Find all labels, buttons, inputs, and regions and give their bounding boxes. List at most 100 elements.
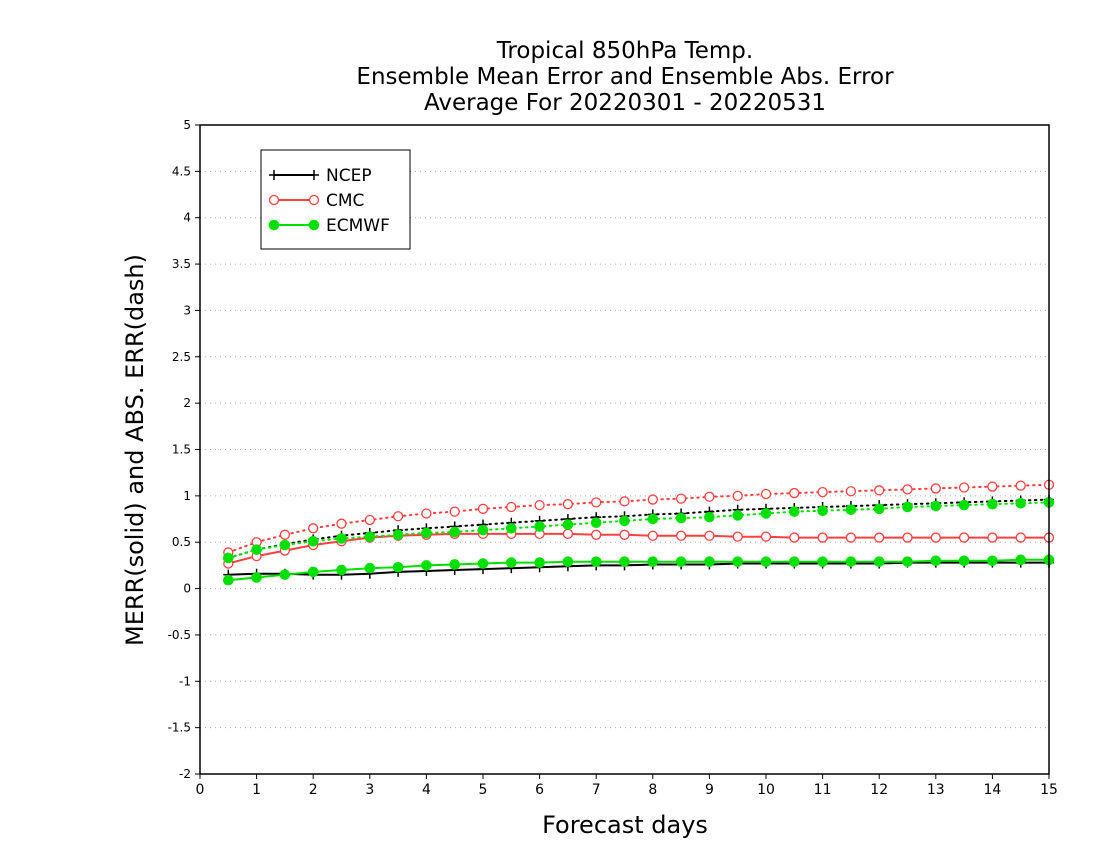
ecmwf-merr-point — [364, 562, 376, 574]
cmc-abs-err-point — [845, 486, 857, 497]
cmc-abs-err-point — [308, 523, 319, 534]
legend-marker — [309, 170, 319, 180]
ecmwf-abs-err-point — [958, 499, 970, 511]
ecmwf-abs-err-point — [732, 510, 744, 521]
y-tick-label: 1 — [183, 489, 191, 503]
ecmwf-merr-point — [1015, 554, 1027, 566]
cmc-abs-err-point — [336, 518, 347, 529]
cmc-merr-point — [591, 529, 602, 540]
cmc-abs-err-point — [562, 499, 574, 510]
cmc-merr-point — [760, 531, 772, 542]
y-tick-label: 0.5 — [172, 535, 191, 549]
y-tick-label: 3 — [183, 303, 191, 317]
cmc-merr-point — [619, 529, 630, 540]
cmc-merr-point — [1015, 532, 1026, 543]
y-tick-label: 2 — [183, 396, 191, 410]
cmc-merr-point — [845, 532, 857, 543]
x-tick-label: 8 — [648, 782, 657, 798]
y-tick-label: 4.5 — [172, 164, 191, 178]
ecmwf-abs-err-point — [562, 519, 574, 530]
y-tick-label: 1.5 — [172, 443, 191, 457]
ecmwf-abs-err-point — [590, 517, 602, 529]
ecmwf-abs-err-point — [336, 533, 347, 544]
y-gridlines — [200, 170, 1049, 729]
x-tick-label: 7 — [592, 782, 601, 798]
x-tick-label: 14 — [983, 782, 1001, 798]
series-ecmwf — [223, 497, 1055, 586]
legend-marker — [269, 170, 279, 180]
x-tick-label: 5 — [479, 782, 488, 798]
ecmwf-merr-point — [845, 556, 857, 567]
ecmwf-abs-err-point — [704, 511, 715, 523]
cmc-merr-point — [874, 532, 885, 543]
cmc-abs-err-point — [902, 484, 913, 495]
cmc-abs-err-point — [789, 487, 800, 499]
ecmwf-merr-point — [251, 572, 262, 583]
ecmwf-abs-err-point — [506, 523, 517, 534]
legend-label: NCEP — [326, 166, 372, 186]
cmc-merr-line — [228, 532, 1049, 565]
y-tick-label: -1 — [179, 674, 191, 688]
ecmwf-merr-point — [562, 556, 574, 567]
cmc-abs-err-point — [817, 486, 828, 498]
series-cmc — [223, 479, 1055, 569]
ecmwf-abs-err-point — [449, 526, 461, 538]
cmc-abs-err-point — [364, 514, 375, 526]
cmc-merr-point — [958, 532, 970, 543]
ecmwf-merr-point — [987, 555, 998, 567]
legend-marker — [268, 194, 280, 206]
cmc-abs-err-point — [987, 481, 998, 492]
x-tick-label: 2 — [309, 782, 318, 798]
cmc-abs-err-point — [449, 506, 460, 517]
ecmwf-abs-err-point — [647, 513, 659, 525]
cmc-abs-err-point — [958, 482, 970, 493]
ecmwf-abs-err-point — [477, 524, 489, 536]
x-axis-ticks: 0 1 2 3 4 5 6 7 8 9 10 11 12 13 14 15 — [196, 774, 1058, 798]
cmc-abs-err-point — [647, 494, 658, 505]
cmc-abs-err-point — [760, 488, 772, 500]
ecmwf-abs-err-point — [1015, 497, 1027, 509]
y-tick-label: -2 — [179, 767, 191, 781]
ecmwf-abs-err-point — [619, 515, 630, 527]
cmc-abs-err-point — [477, 503, 489, 514]
legend-label: ECMWF — [326, 216, 390, 236]
ecmwf-abs-err-line — [227, 501, 1050, 559]
x-tick-label: 0 — [196, 782, 205, 798]
ecmwf-merr-point — [760, 556, 772, 567]
x-tick-label: 13 — [927, 782, 945, 798]
legend-marker — [268, 219, 280, 231]
legend: NCEP CMC ECMWF — [260, 149, 411, 250]
x-tick-label: 11 — [814, 782, 832, 798]
ecmwf-merr-point — [704, 556, 715, 567]
cmc-abs-err-point — [675, 493, 687, 504]
ecmwf-abs-err-point — [930, 500, 942, 512]
cmc-merr-point — [647, 530, 658, 541]
cmc-abs-err-point — [930, 483, 941, 494]
cmc-merr-point — [732, 531, 743, 542]
ecmwf-abs-err-point — [817, 505, 828, 516]
ecmwf-merr-point — [647, 556, 659, 567]
ecmwf-abs-err-point — [789, 506, 800, 517]
ecmwf-merr-point — [534, 557, 545, 568]
legend-label: CMC — [326, 191, 364, 211]
ecmwf-abs-err-point — [223, 552, 234, 564]
cmc-abs-err-point — [506, 501, 517, 513]
cmc-abs-err-point — [591, 497, 602, 508]
ncep-abs-err-line — [227, 498, 1050, 559]
title-line-3: Average For 20220301 - 20220531 — [424, 90, 826, 116]
legend-item-ecmwf: ECMWF — [268, 216, 390, 236]
ecmwf-merr-point — [506, 557, 517, 568]
ecmwf-merr-point — [223, 574, 234, 586]
legend-items: NCEP CMC ECMWF — [268, 166, 390, 236]
ecmwf-abs-err-point — [279, 539, 291, 551]
ecmwf-merr-point — [477, 558, 489, 569]
ecmwf-abs-err-point — [987, 498, 998, 510]
x-axis-label: Forecast days — [542, 811, 708, 839]
ecmwf-merr-point — [817, 556, 828, 567]
ecmwf-merr-point — [675, 556, 687, 567]
ecmwf-abs-err-point — [675, 512, 687, 524]
ecmwf-abs-err-point — [534, 521, 545, 532]
cmc-abs-err-point — [1015, 480, 1026, 491]
cmc-abs-err-point — [392, 511, 404, 522]
